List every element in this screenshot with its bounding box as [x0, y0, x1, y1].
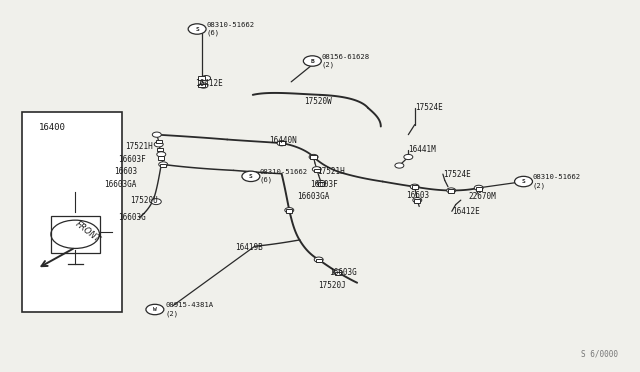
Text: S: S [249, 174, 253, 179]
Text: 16412E: 16412E [195, 79, 223, 88]
Text: W: W [153, 307, 157, 312]
Text: 08310-51662
(6): 08310-51662 (6) [206, 22, 254, 36]
Text: 08915-4381A
(2): 08915-4381A (2) [165, 302, 213, 317]
Text: 08156-61628
(2): 08156-61628 (2) [321, 54, 369, 68]
Circle shape [152, 132, 161, 137]
Circle shape [154, 142, 163, 147]
Text: 17524E: 17524E [443, 170, 470, 179]
Circle shape [242, 171, 260, 182]
Bar [316, 259, 322, 262]
Text: S: S [522, 179, 525, 184]
Text: FRONT: FRONT [74, 219, 102, 244]
Bar [160, 164, 166, 167]
Bar [198, 84, 205, 87]
Circle shape [404, 154, 413, 160]
Text: 17521H: 17521H [125, 142, 153, 151]
Text: B: B [310, 58, 314, 64]
Text: 16441M: 16441M [408, 145, 436, 154]
Bar [412, 185, 418, 189]
Bar [22, 112, 122, 312]
Circle shape [146, 304, 164, 315]
Circle shape [159, 162, 168, 167]
Text: 16419B: 16419B [236, 243, 263, 252]
Bar [448, 189, 454, 193]
Bar [158, 156, 164, 160]
Text: 17521H: 17521H [317, 167, 345, 176]
Bar [318, 182, 324, 186]
Text: 17520W: 17520W [304, 97, 332, 106]
Text: 16603G: 16603G [118, 213, 146, 222]
Circle shape [317, 180, 326, 186]
Circle shape [285, 208, 294, 213]
Circle shape [312, 167, 321, 172]
Bar [198, 76, 205, 80]
Text: S: S [195, 26, 199, 32]
Bar [335, 272, 341, 275]
Text: 17524E: 17524E [415, 103, 442, 112]
Circle shape [395, 163, 404, 168]
Circle shape [277, 141, 286, 146]
Bar [157, 148, 163, 151]
Text: 16603F: 16603F [118, 155, 145, 164]
Bar [414, 199, 420, 203]
Text: 16603G: 16603G [330, 268, 357, 277]
Circle shape [333, 270, 342, 275]
Bar [310, 155, 317, 159]
Bar [314, 169, 320, 172]
Circle shape [157, 152, 166, 157]
Text: 08310-51662
(6): 08310-51662 (6) [260, 169, 308, 183]
Text: 17520J: 17520J [318, 281, 346, 290]
Text: 16603GA: 16603GA [104, 180, 137, 189]
Text: 16603: 16603 [406, 191, 429, 200]
Circle shape [202, 76, 211, 81]
Bar [279, 141, 285, 145]
Text: 16440N: 16440N [269, 136, 296, 145]
Circle shape [314, 257, 323, 262]
Text: 16603GA: 16603GA [298, 192, 330, 201]
Circle shape [309, 154, 318, 160]
Text: 16603: 16603 [115, 167, 138, 176]
Circle shape [413, 198, 422, 203]
Text: 17520U: 17520U [131, 196, 158, 205]
Circle shape [410, 184, 419, 189]
Circle shape [515, 176, 532, 187]
Circle shape [474, 185, 483, 190]
Circle shape [199, 83, 208, 88]
Circle shape [303, 56, 321, 66]
Text: 08310-51662
(2): 08310-51662 (2) [532, 174, 580, 189]
Circle shape [447, 188, 456, 193]
Text: 16400: 16400 [38, 123, 65, 132]
Bar [286, 209, 292, 213]
Text: S 6/0000: S 6/0000 [580, 350, 618, 359]
Circle shape [151, 199, 161, 205]
Bar [476, 187, 482, 191]
Circle shape [188, 24, 206, 34]
Bar [156, 140, 162, 143]
Text: 22670M: 22670M [468, 192, 496, 201]
Text: 16412E: 16412E [452, 207, 479, 216]
Text: 16603F: 16603F [310, 180, 338, 189]
